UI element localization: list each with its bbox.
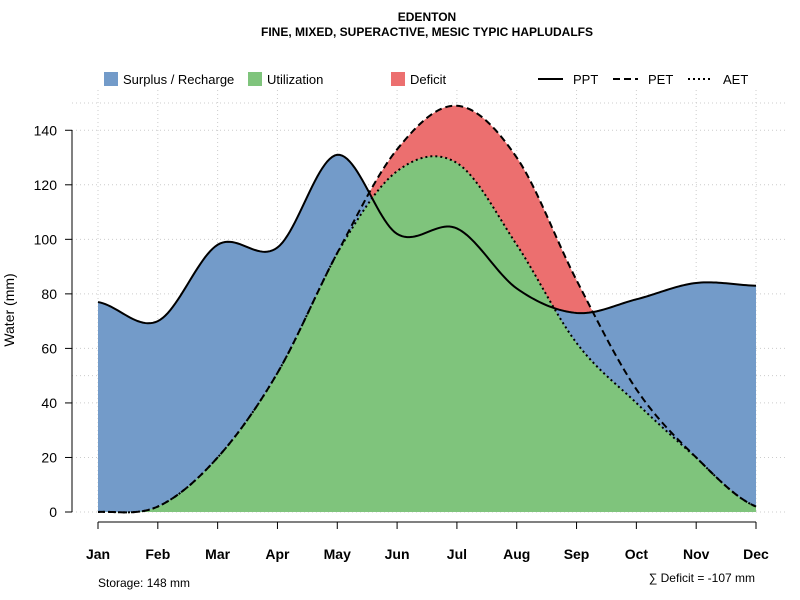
x-tick-label: Oct bbox=[625, 546, 649, 562]
legend: Surplus / Recharge Utilization Deficit P… bbox=[104, 72, 748, 87]
x-tick-label: Jan bbox=[86, 546, 110, 562]
series-line-pet bbox=[97, 104, 757, 514]
x-tick-label: Jun bbox=[385, 546, 410, 562]
legend-label-ppt: PPT bbox=[573, 72, 598, 87]
legend-swatch-surplus bbox=[104, 72, 118, 86]
legend-label-pet: PET bbox=[648, 72, 673, 87]
legend-label-utilization: Utilization bbox=[267, 72, 323, 87]
y-tick-label: 80 bbox=[41, 286, 57, 302]
x-tick-label: Nov bbox=[683, 546, 710, 562]
legend-swatch-utilization bbox=[248, 72, 262, 86]
legend-label-surplus: Surplus / Recharge bbox=[123, 72, 234, 87]
y-tick-label: 40 bbox=[41, 395, 57, 411]
legend-label-deficit: Deficit bbox=[410, 72, 447, 87]
x-tick-label: Aug bbox=[503, 546, 530, 562]
chart-subtitle: FINE, MIXED, SUPERACTIVE, MESIC TYPIC HA… bbox=[261, 25, 593, 39]
y-tick-label: 100 bbox=[34, 231, 58, 247]
area-fills bbox=[98, 105, 756, 513]
y-tick-label: 140 bbox=[34, 122, 58, 138]
y-tick-label: 0 bbox=[49, 504, 57, 520]
axes bbox=[71, 130, 756, 523]
x-tick-label: Mar bbox=[205, 546, 230, 562]
series-line-ppt bbox=[97, 153, 757, 325]
series-line-aet bbox=[97, 155, 757, 514]
y-tick-label: 120 bbox=[34, 177, 58, 193]
utilization-area bbox=[98, 156, 756, 513]
x-tick-label: Sep bbox=[564, 546, 590, 562]
x-tick-label: Jul bbox=[447, 546, 467, 562]
x-tick-label: May bbox=[324, 546, 351, 562]
series-lines bbox=[97, 104, 757, 514]
chart-title: EDENTON bbox=[398, 10, 456, 24]
axis-ticks: Jan Feb Mar Apr May Jun Jul Aug Sep Oct Nov Dec 0 20 4… bbox=[34, 122, 769, 562]
storage-annotation: Storage: 148 mm bbox=[98, 576, 190, 590]
y-tick-label: 60 bbox=[41, 340, 57, 356]
legend-label-aet: AET bbox=[723, 72, 748, 87]
deficit-annotation: ∑ Deficit = -107 mm bbox=[649, 571, 755, 585]
y-axis-label: Water (mm) bbox=[1, 273, 17, 346]
x-tick-label: Apr bbox=[265, 546, 290, 562]
x-tick-label: Feb bbox=[145, 546, 170, 562]
x-tick-label: Dec bbox=[743, 546, 769, 562]
legend-swatch-deficit bbox=[391, 72, 405, 86]
y-tick-label: 20 bbox=[41, 449, 57, 465]
